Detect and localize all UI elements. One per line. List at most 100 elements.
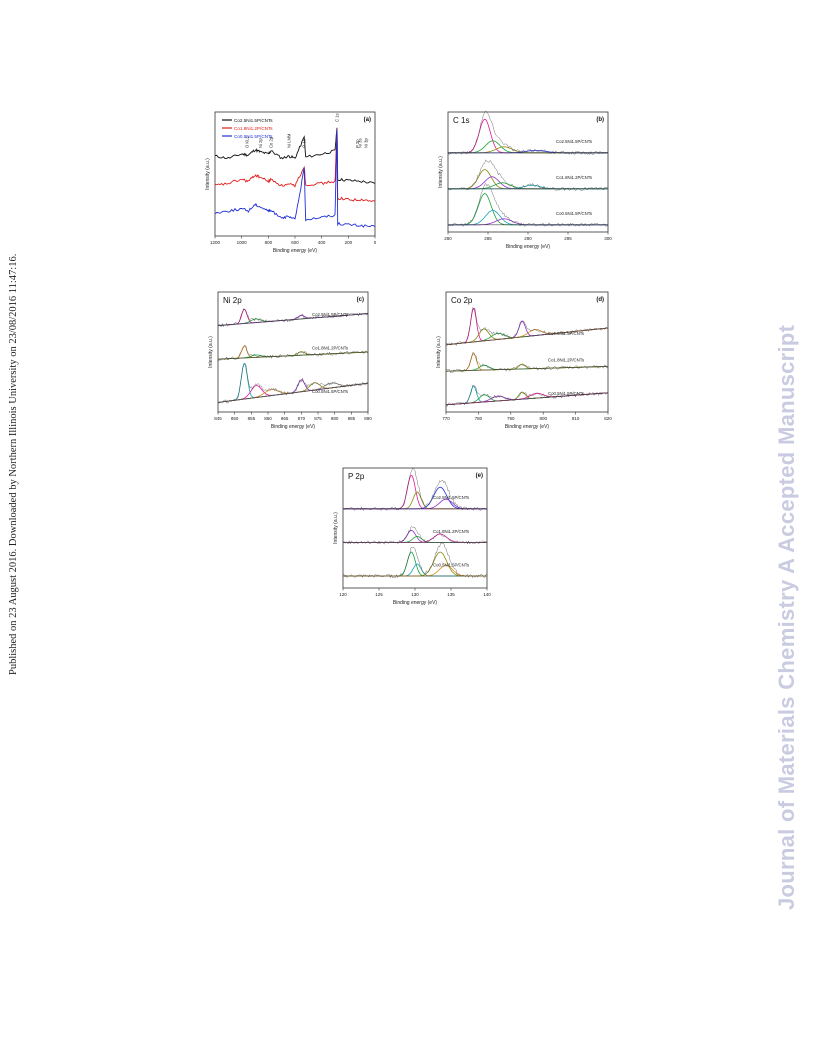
- raw-data-trace: [342, 467, 488, 512]
- x-axis-label: Binding energy (eV): [271, 424, 316, 430]
- x-tick-label: 280: [444, 236, 452, 241]
- peak-label: O 1s: [302, 139, 307, 148]
- fit-component-magenta: [343, 533, 487, 543]
- xps-survey-chart: 1200 1000 800 600 400 200 0 Binding energy (eV)…: [205, 111, 377, 254]
- panel-title: P 2p: [348, 472, 365, 481]
- series-line-red: [214, 128, 376, 203]
- xps-p2p-panel: 120 125 130 135 140 Binding energy (eV) Intens…: [325, 458, 495, 608]
- x-tick-label: 125: [375, 592, 383, 597]
- panel-title: C 1s: [453, 116, 469, 125]
- x-tick-label: 135: [447, 592, 455, 597]
- background-line: [445, 392, 609, 406]
- fit-component-green: [448, 193, 608, 226]
- background-line: [217, 351, 369, 360]
- raw-data-trace: [217, 344, 369, 362]
- x-tick-label: 880: [331, 416, 339, 421]
- trace-label: Co0.5Ni1.5P/CNTs: [312, 389, 348, 394]
- peak-label: Ni LMM: [287, 133, 292, 148]
- x-tick-label: 600: [291, 240, 299, 245]
- x-tick-label: 860: [264, 416, 272, 421]
- x-tick-label: 290: [524, 236, 532, 241]
- xps-ni2p-chart: 845 850 855 860 865 870 875 880 885 890 Binding en…: [208, 291, 372, 430]
- trace-label: Co0.5Ni1.5P/CNTs: [433, 562, 469, 567]
- xps-c1s-panel: 280 285 290 295 300 Binding energy (eV) Intens…: [428, 100, 618, 258]
- x-tick-label: 120: [339, 592, 347, 597]
- raw-data-trace: [217, 308, 369, 328]
- trace-label: Co1.8Ni1.2P/CNTs: [556, 175, 592, 180]
- xps-c1s-chart: 280 285 290 295 300 Binding energy (eV) Intens…: [438, 110, 612, 250]
- fit-component-purple: [343, 498, 487, 510]
- x-tick-label: 770: [442, 416, 450, 421]
- x-axis-label: Binding energy (eV): [273, 248, 318, 254]
- x-tick-label: 130: [411, 592, 419, 597]
- x-tick-label: 200: [345, 240, 353, 245]
- xps-survey-panel: 1200 1000 800 600 400 200 0 Binding energy (eV)…: [200, 100, 385, 258]
- trace-label: Co2.5Ni1.5P/CNTs: [433, 495, 469, 500]
- trace-label: Co1.8Ni1.2P/CNTs: [548, 358, 584, 363]
- panel-label: (a): [364, 117, 371, 123]
- trace-label: Co2.5Ni1.5P/CNTs: [312, 312, 348, 317]
- y-axis-label: Intensity (a.u.): [208, 336, 214, 368]
- y-axis-label: Intensity (a.u.): [436, 336, 442, 368]
- panel-title: Co 2p: [451, 296, 473, 305]
- x-axis-label: Binding energy (eV): [393, 600, 438, 606]
- xps-p2p-chart: 120 125 130 135 140 Binding energy (eV) Intens…: [333, 467, 491, 606]
- panel-label: (e): [476, 473, 483, 479]
- x-tick-label: 810: [572, 416, 580, 421]
- x-tick-label: 885: [348, 416, 356, 421]
- trace-label: Co1.8Ni1.2P/CNTs: [312, 346, 348, 351]
- x-axis-label: Binding energy (eV): [506, 244, 551, 250]
- peak-label: Ni 3s: [358, 138, 363, 148]
- y-axis-label: Intensity (a.u.): [438, 156, 444, 188]
- raw-data-trace: [445, 384, 609, 407]
- legend-label: Co0.5Ni1.5P/CNTs: [234, 134, 273, 139]
- x-tick-label: 820: [604, 416, 612, 421]
- x-tick-label: 875: [314, 416, 322, 421]
- x-tick-label: 140: [483, 592, 491, 597]
- x-tick-label: 295: [564, 236, 572, 241]
- x-tick-label: 285: [484, 236, 492, 241]
- peak-label: P 2p: [355, 139, 360, 148]
- xps-co2p-chart: 770 780 790 800 810 820 Binding energy (eV) Int…: [436, 291, 612, 430]
- trace-label: Co0.5Ni1.5P/CNTs: [548, 391, 584, 396]
- fit-component-magenta: [448, 118, 608, 154]
- x-tick-label: 790: [507, 416, 515, 421]
- fit-component-magenta: [343, 475, 487, 510]
- legend-label: Co1.8Ni1.2P/CNTs: [234, 126, 273, 131]
- raw-data-trace: [445, 307, 609, 347]
- raw-data-trace: [445, 352, 609, 374]
- x-tick-label: 890: [364, 416, 372, 421]
- publication-side-note: Published on 23 August 2016. Downloaded …: [8, 253, 19, 675]
- panel-label: (b): [596, 117, 604, 123]
- x-tick-label: 1200: [210, 240, 221, 245]
- fit-component-green: [343, 535, 487, 543]
- x-tick-label: 300: [604, 236, 612, 241]
- raw-data-trace: [447, 110, 609, 156]
- raw-data-trace: [342, 526, 488, 545]
- plot-frame: [445, 291, 609, 413]
- raw-data-trace: [342, 542, 488, 579]
- peak-label: C 1s: [335, 113, 340, 122]
- fit-component-olive: [446, 363, 608, 372]
- legend-label: Co2.5Ni1.5P/CNTs: [234, 118, 273, 123]
- trace-label: Co1.8Ni1.2P/CNTs: [433, 529, 469, 534]
- trace-label: Co2.5Ni1.5P/CNTs: [556, 139, 592, 144]
- raw-data-trace: [217, 363, 369, 404]
- x-tick-label: 855: [248, 416, 256, 421]
- peak-label: Ni 2p: [258, 138, 263, 148]
- x-tick-label: 780: [475, 416, 483, 421]
- panel-title: Ni 2p: [223, 296, 242, 305]
- journal-watermark: Journal of Materials Chemistry A Accepte…: [774, 324, 799, 910]
- x-tick-label: 1000: [237, 240, 248, 245]
- trace-label: Co2.5Ni1.5P/CNTs: [548, 331, 584, 336]
- x-tick-label: 865: [281, 416, 289, 421]
- y-axis-label: Intensity (a.u.): [333, 512, 339, 544]
- x-tick-label: 400: [318, 240, 326, 245]
- x-tick-label: 0: [374, 240, 377, 245]
- series-line-blue: [214, 129, 376, 228]
- xps-ni2p-panel: 845 850 855 860 865 870 875 880 885 890 Binding en…: [200, 280, 375, 435]
- x-tick-label: 800: [539, 416, 547, 421]
- peak-label: Co 2p: [269, 136, 274, 148]
- panel-label: (c): [357, 297, 364, 303]
- x-tick-label: 845: [214, 416, 222, 421]
